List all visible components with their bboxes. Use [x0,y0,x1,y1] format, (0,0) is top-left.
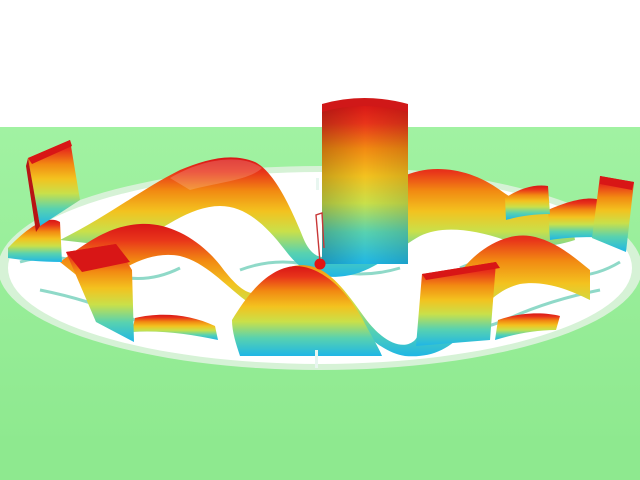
surface-back-ridge-highlight [170,159,262,190]
surface-center-bump [232,266,382,356]
background [0,0,640,128]
pillar-back-center [322,98,408,264]
fin-left-lower [132,314,218,340]
pillars [26,98,634,346]
pillar-front-left [66,244,134,342]
fin-right-back [505,185,550,220]
fin-right-outer [548,198,602,240]
ball-marker [314,258,326,270]
trail-line [315,212,325,263]
fin-left-outer [8,219,62,262]
post-back [316,178,319,190]
surface-fins [8,185,602,340]
fin-right-lower [495,313,560,340]
surface-back-ridge [60,157,575,277]
post-front [315,350,318,368]
pillar-front-right [416,262,500,346]
marker-group [314,212,326,270]
floor-front-strip [0,436,640,480]
pillar-back-left [26,140,80,232]
pillar-back-right [592,176,634,252]
